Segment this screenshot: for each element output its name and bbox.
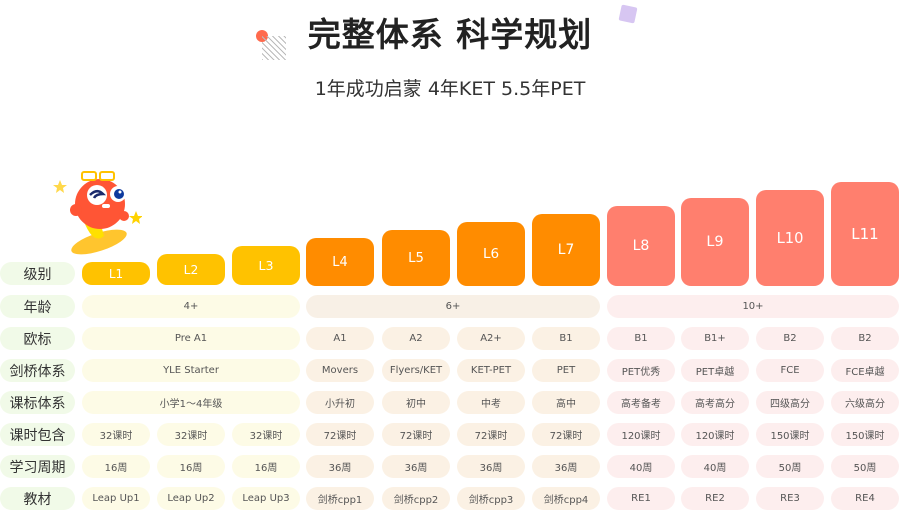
hours-cell: 120课时 (607, 423, 675, 446)
curriculum-cell: 小学1～4年级 (82, 391, 300, 414)
age-cell: 10+ (607, 295, 899, 318)
row-label: 教材 (0, 487, 75, 510)
level-badge[interactable]: L10 (756, 190, 824, 286)
cambridge-cell: PET卓越 (681, 359, 749, 382)
curriculum-cell: 四级高分 (756, 391, 824, 414)
level-badge[interactable]: L9 (681, 198, 749, 286)
level-badge[interactable]: L8 (607, 206, 675, 286)
cefr-cell: B1+ (681, 327, 749, 350)
weeks-cell: 36周 (532, 455, 600, 478)
hours-cell: 32课时 (232, 423, 300, 446)
hours-cell: 32课时 (157, 423, 225, 446)
hours-cell: 72课时 (532, 423, 600, 446)
level-badge[interactable]: L11 (831, 182, 899, 286)
level-badge[interactable]: L3 (232, 246, 300, 285)
decor-hatch (262, 36, 286, 60)
weeks-cell: 40周 (681, 455, 749, 478)
hours-cell: 72课时 (382, 423, 450, 446)
textbooks-cell: Leap Up3 (232, 487, 300, 510)
textbooks-cell: RE4 (831, 487, 899, 510)
cefr-cell: Pre A1 (82, 327, 300, 350)
hours-cell: 32课时 (82, 423, 150, 446)
weeks-cell: 16周 (232, 455, 300, 478)
cefr-cell: B2 (756, 327, 824, 350)
hours-cell: 72课时 (306, 423, 374, 446)
row-label: 学习周期 (0, 455, 75, 478)
cambridge-cell: PET (532, 359, 600, 382)
cefr-cell: B1 (532, 327, 600, 350)
curriculum-cell: 高考备考 (607, 391, 675, 414)
mascot-illustration (53, 171, 142, 255)
row-label: 年龄 (0, 295, 75, 318)
hours-cell: 150课时 (831, 423, 899, 446)
cefr-cell: B1 (607, 327, 675, 350)
level-badge[interactable]: L1 (82, 262, 150, 285)
textbooks-cell: Leap Up2 (157, 487, 225, 510)
level-badge[interactable]: L5 (382, 230, 450, 286)
row-label: 级别 (0, 262, 75, 285)
level-badge[interactable]: L4 (306, 238, 374, 286)
level-badge[interactable]: L7 (532, 214, 600, 286)
textbooks-cell: 剑桥cpp2 (382, 487, 450, 510)
cambridge-cell: KET-PET (457, 359, 525, 382)
weeks-cell: 16周 (157, 455, 225, 478)
textbooks-cell: Leap Up1 (82, 487, 150, 510)
cambridge-cell: YLE Starter (82, 359, 300, 382)
curriculum-cell: 小升初 (306, 391, 374, 414)
textbooks-cell: RE2 (681, 487, 749, 510)
cambridge-cell: Flyers/KET (382, 359, 450, 382)
textbooks-cell: RE3 (756, 487, 824, 510)
textbooks-cell: 剑桥cpp1 (306, 487, 374, 510)
textbooks-cell: 剑桥cpp4 (532, 487, 600, 510)
page-title: 完整体系 科学规划 (307, 15, 593, 54)
cefr-cell: B2 (831, 327, 899, 350)
hours-cell: 72课时 (457, 423, 525, 446)
curriculum-cell: 中考 (457, 391, 525, 414)
curriculum-cell: 六级高分 (831, 391, 899, 414)
level-badge[interactable]: L6 (457, 222, 525, 286)
cambridge-cell: PET优秀 (607, 359, 675, 382)
weeks-cell: 50周 (756, 455, 824, 478)
page-subtitle: 1年成功启蒙 4年KET 5.5年PET (314, 78, 586, 100)
cambridge-cell: FCE卓越 (831, 359, 899, 382)
hours-cell: 120课时 (681, 423, 749, 446)
weeks-cell: 36周 (382, 455, 450, 478)
cambridge-cell: FCE (756, 359, 824, 382)
weeks-cell: 40周 (607, 455, 675, 478)
cefr-cell: A1 (306, 327, 374, 350)
cefr-cell: A2+ (457, 327, 525, 350)
weeks-cell: 36周 (306, 455, 374, 478)
weeks-cell: 50周 (831, 455, 899, 478)
cefr-cell: A2 (382, 327, 450, 350)
textbooks-cell: RE1 (607, 487, 675, 510)
weeks-cell: 36周 (457, 455, 525, 478)
row-label: 剑桥体系 (0, 359, 75, 382)
hours-cell: 150课时 (756, 423, 824, 446)
curriculum-cell: 高考高分 (681, 391, 749, 414)
weeks-cell: 16周 (82, 455, 150, 478)
level-badge[interactable]: L2 (157, 254, 225, 285)
cambridge-cell: Movers (306, 359, 374, 382)
curriculum-cell: 高中 (532, 391, 600, 414)
curriculum-cell: 初中 (382, 391, 450, 414)
row-label: 课标体系 (0, 391, 75, 414)
row-label: 欧标 (0, 327, 75, 350)
age-cell: 6+ (306, 295, 600, 318)
textbooks-cell: 剑桥cpp3 (457, 487, 525, 510)
age-cell: 4+ (82, 295, 300, 318)
row-label: 课时包含 (0, 423, 75, 446)
